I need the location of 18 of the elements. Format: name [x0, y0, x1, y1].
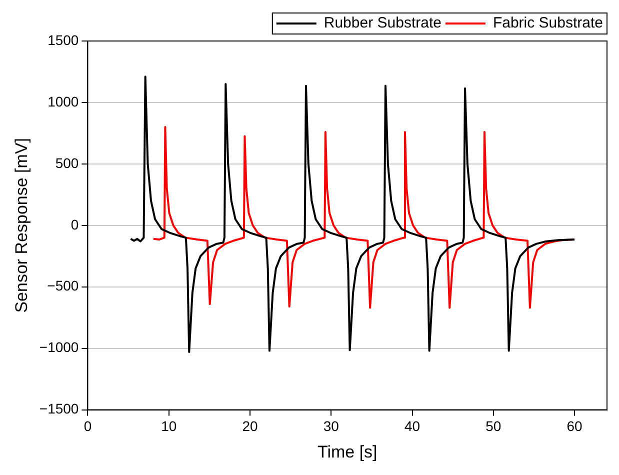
y-tick-label: −500 [47, 278, 79, 294]
x-tick-label: 30 [323, 418, 340, 434]
y-axis-title: Sensor Response [mV] [12, 138, 31, 313]
y-tick-label: −1500 [39, 400, 79, 417]
x-tick-label: 0 [84, 418, 92, 434]
legend-label: Fabric Substrate [492, 14, 603, 32]
x-tick-label: 20 [242, 418, 258, 434]
x-axis-title: Time [s] [317, 442, 378, 462]
x-tick-label: 10 [161, 418, 177, 434]
x-tick-label: 40 [404, 418, 420, 434]
y-tick-label: 1500 [48, 32, 79, 48]
y-tick-label: 0 [70, 216, 79, 232]
y-tick-label: −1000 [39, 339, 79, 356]
x-tick-label: 60 [566, 418, 583, 434]
x-tick-label: 50 [486, 418, 502, 434]
y-tick-label: 500 [55, 154, 79, 171]
y-tick-label: 1000 [48, 93, 79, 110]
legend-label: Rubber Substrate [324, 14, 442, 32]
